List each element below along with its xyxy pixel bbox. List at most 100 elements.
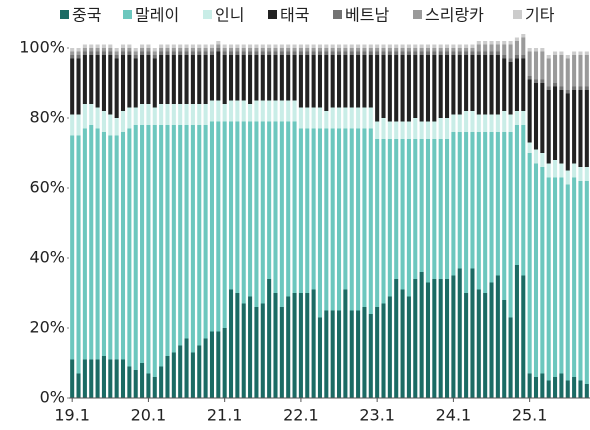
bar-segment xyxy=(133,370,138,398)
bar-segment xyxy=(286,48,291,52)
bar-segment xyxy=(476,114,481,132)
bar-segment xyxy=(533,79,539,83)
bar-segment xyxy=(489,132,494,283)
bar-segment xyxy=(82,44,87,48)
bar-segment xyxy=(273,55,278,101)
bar-segment xyxy=(127,366,132,398)
legend-swatch xyxy=(413,10,422,19)
bar-segment xyxy=(292,44,297,48)
bar-segment xyxy=(406,296,411,398)
bar-segment xyxy=(349,51,354,55)
bar-segment xyxy=(267,48,272,52)
bar-segment xyxy=(387,44,392,48)
bar-segment xyxy=(432,48,437,52)
bar-segment xyxy=(298,293,303,398)
bar-segment xyxy=(184,51,189,55)
bar-segment xyxy=(362,307,367,398)
bar-segment xyxy=(298,128,303,293)
bar-segment xyxy=(101,55,106,111)
bar-segment xyxy=(336,51,342,55)
bar-segment xyxy=(394,139,399,279)
legend-label: 중국 xyxy=(72,6,101,25)
bar-segment xyxy=(381,44,386,48)
legend-swatch xyxy=(268,10,277,19)
bar-segment xyxy=(171,352,176,398)
bar-segment xyxy=(533,83,539,150)
bar-segment xyxy=(248,121,253,297)
bar-segment xyxy=(464,132,469,293)
bar-segment xyxy=(356,48,361,52)
bar-segment xyxy=(425,55,431,122)
bar-segment xyxy=(152,377,157,398)
bar-segment xyxy=(394,51,399,55)
bar-segment xyxy=(425,51,431,55)
bar-segment xyxy=(349,55,354,108)
bar-segment xyxy=(76,114,81,136)
bar-segment xyxy=(146,55,151,104)
bar-segment xyxy=(527,76,532,80)
bar-segment xyxy=(241,48,246,52)
bar-segment xyxy=(559,86,564,90)
bar-segment xyxy=(578,380,583,398)
bar-segment xyxy=(114,48,119,52)
bar-segment xyxy=(578,51,583,55)
bar-segment xyxy=(375,51,380,55)
bar-segment xyxy=(324,55,329,111)
bar-segment xyxy=(445,48,450,52)
bar-segment xyxy=(273,51,278,55)
bar-segment xyxy=(279,121,284,307)
legend-swatch xyxy=(60,10,69,19)
bar-segment xyxy=(546,380,551,398)
bar-segment xyxy=(82,55,87,104)
bar-segment xyxy=(356,51,361,55)
bar-segment xyxy=(159,51,164,55)
bar-segment xyxy=(375,139,380,307)
bar-segment xyxy=(140,55,145,104)
bar-segment xyxy=(324,48,329,52)
bar-segment xyxy=(470,132,475,269)
bar-segment xyxy=(406,44,411,48)
bar-segment xyxy=(241,44,246,48)
bar-segment xyxy=(228,121,234,290)
bar-segment xyxy=(343,128,348,290)
bar-segment xyxy=(413,48,418,52)
bar-segment xyxy=(578,181,583,381)
bar-segment xyxy=(489,44,494,52)
bar-segment xyxy=(190,125,195,353)
bar-segment xyxy=(387,55,392,122)
bar-segment xyxy=(514,111,519,125)
bar-segment xyxy=(82,48,87,52)
bar-segment xyxy=(127,48,132,52)
bar-segment xyxy=(248,55,253,104)
bar-segment xyxy=(336,48,342,52)
bar-segment xyxy=(120,359,126,398)
bar-segment xyxy=(165,356,170,398)
bar-segment xyxy=(324,310,329,398)
bar-segment xyxy=(387,139,392,297)
bar-segment xyxy=(438,51,443,55)
bar-segment xyxy=(375,307,380,398)
bar-segment xyxy=(114,58,119,118)
bar-segment xyxy=(114,135,119,360)
bar-segment xyxy=(235,44,240,48)
bar-segment xyxy=(95,48,100,52)
bar-segment xyxy=(260,51,265,55)
bar-segment xyxy=(508,44,513,59)
bar-segment xyxy=(584,86,589,90)
bar-segment xyxy=(95,107,100,129)
bar-segment xyxy=(476,132,481,290)
bar-segment xyxy=(216,48,221,52)
bar-segment xyxy=(495,41,500,45)
bar-segment xyxy=(330,51,335,55)
bar-segment xyxy=(356,44,361,48)
bar-segment xyxy=(235,55,240,101)
bar-segment xyxy=(305,48,310,52)
bar-segment xyxy=(559,373,564,398)
bar-segment xyxy=(127,128,132,367)
bar-segment xyxy=(336,128,342,311)
bar-segment xyxy=(521,125,526,276)
bar-segment xyxy=(305,293,310,398)
bar-segment xyxy=(235,51,240,55)
bar-segment xyxy=(483,51,488,55)
bar-segment xyxy=(394,55,399,122)
